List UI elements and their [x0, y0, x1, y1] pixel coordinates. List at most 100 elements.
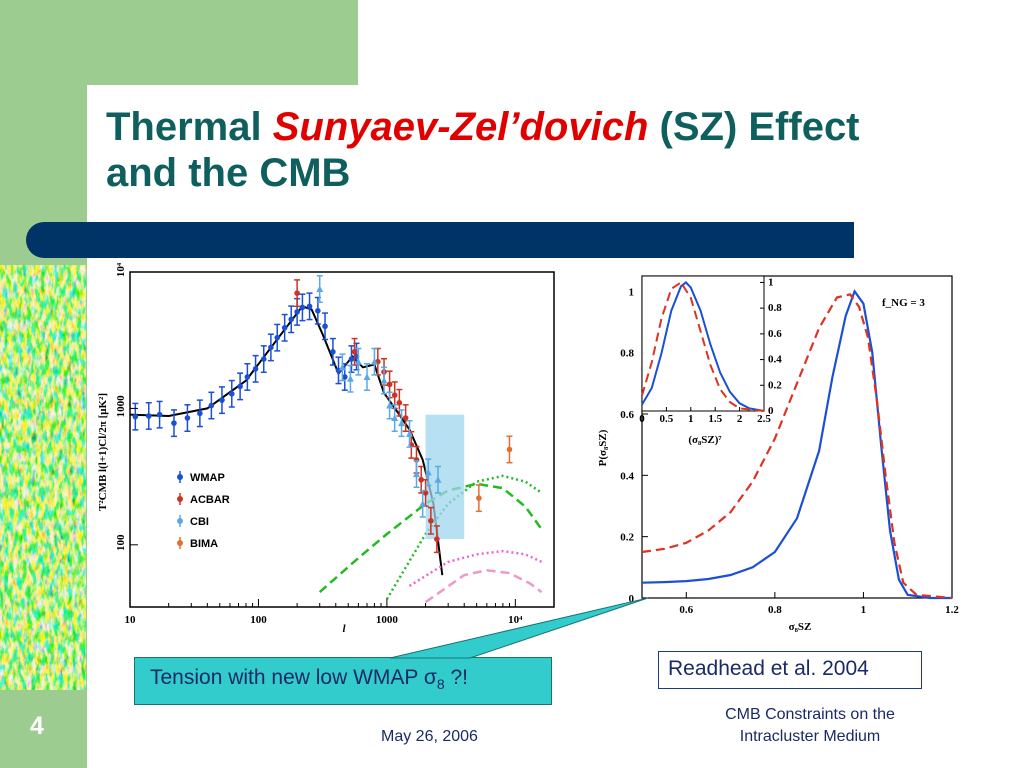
y-tick-label: 10⁴: [115, 262, 127, 277]
marker: [294, 290, 300, 296]
marker: [380, 377, 388, 384]
data-point-wmap: [252, 354, 259, 383]
model-curve-1: [318, 482, 543, 594]
distribution-curve-0: [641, 288, 952, 600]
data-point-wmap: [228, 379, 235, 408]
data-point-wmap: [218, 386, 225, 415]
data-point-bima: [506, 435, 513, 464]
data-point-cbi: [363, 363, 371, 391]
y-tick-label: 0.8: [620, 348, 634, 360]
marker: [145, 413, 152, 419]
marker: [422, 490, 429, 496]
marker: [171, 420, 177, 426]
marker: [386, 381, 393, 388]
marker: [434, 476, 442, 483]
inset-frame: [641, 275, 765, 412]
cmb-map-image: [0, 265, 86, 690]
data-point-wmap: [156, 400, 163, 429]
distribution-curve-1: [641, 293, 953, 600]
y-axis-label: T²CMB l(l+1)Cl/2π [μK²]: [97, 393, 109, 511]
inset-curve-0: [641, 281, 765, 412]
model-curve-4: [424, 569, 543, 604]
footer-date: May 26, 2006: [381, 728, 478, 745]
marker: [354, 358, 362, 365]
marker: [197, 410, 203, 417]
y-tick-label: 0.2: [620, 532, 634, 544]
title-emphasis: Sunyaev-Zel’dovich: [272, 105, 649, 149]
marker: [424, 468, 432, 476]
footer-title-line2: Intracluster Medium: [739, 728, 881, 745]
footer-title-line1: CMB Constraints on the: [725, 706, 895, 723]
marker: [281, 324, 288, 331]
data-point-cbi: [391, 404, 399, 433]
inset-x-tick-label: 1: [688, 413, 694, 425]
y-tick-label: 0.4: [620, 470, 634, 482]
marker: [274, 334, 281, 341]
marker: [260, 356, 267, 362]
tension-callout-box: [134, 657, 552, 705]
x-tick-label: 10: [125, 614, 137, 626]
data-point-cbi: [370, 347, 378, 376]
marker: [244, 374, 251, 380]
marker: [268, 344, 274, 351]
x-tick-label: 1000: [376, 614, 399, 626]
data-point-wmap: [196, 399, 203, 428]
marker: [315, 307, 321, 314]
data-point-cbi: [424, 458, 432, 487]
legend-marker: [177, 540, 183, 546]
x-tick-label: 0.6: [679, 604, 693, 616]
legend-label: ACBAR: [190, 494, 230, 506]
marker: [398, 419, 406, 427]
data-point-bima: [475, 484, 482, 513]
x-axis-label-right: σ₈SZ: [789, 621, 812, 633]
y-tick-label: 1: [629, 286, 635, 298]
inset-x-tick-label: 2: [737, 413, 743, 425]
marker: [208, 402, 215, 409]
plot-frame: [129, 271, 555, 608]
data-point-wmap: [299, 293, 306, 322]
data-point-wmap: [237, 372, 244, 401]
data-point-wmap: [348, 345, 355, 374]
data-point-cbi: [338, 353, 346, 382]
marker: [391, 392, 398, 398]
data-point-wmap: [208, 391, 215, 420]
x-axis-label: l: [342, 623, 346, 635]
marker: [252, 366, 259, 372]
y-tick-label: 100: [115, 534, 127, 551]
marker: [306, 303, 313, 310]
title-part2: (SZ) Effect: [648, 105, 860, 149]
data-point-wmap: [274, 323, 281, 352]
marker: [288, 316, 295, 323]
data-point-cbi: [419, 489, 427, 518]
x-tick-label: 0.8: [768, 604, 782, 616]
y-axis-label-right: P(σ₈SZ): [597, 429, 609, 466]
data-point-wmap: [267, 333, 274, 362]
tension-callout-text: Tension with new low WMAP σ8 ?!: [150, 666, 468, 692]
legend-label: BIMA: [190, 538, 218, 550]
marker: [406, 430, 414, 437]
data-point-cbi: [406, 419, 414, 448]
marker: [418, 476, 425, 483]
data-point-wmap: [322, 312, 329, 341]
y-tick-label: 0: [629, 593, 635, 605]
marker: [322, 323, 328, 330]
marker: [299, 304, 306, 311]
callout-prefix: Tension with new low WMAP: [150, 666, 424, 689]
data-point-acbar: [402, 404, 409, 433]
marker: [434, 536, 440, 542]
marker: [396, 399, 403, 406]
data-point-wmap: [132, 402, 139, 431]
marker: [363, 373, 371, 380]
data-point-cbi: [346, 364, 354, 393]
marker: [132, 413, 139, 420]
marker: [506, 446, 513, 453]
marker: [348, 356, 355, 362]
inset-curve-1: [641, 280, 765, 412]
marker: [370, 358, 378, 365]
inset-y-tick-label: 0.6: [768, 328, 782, 340]
legend-marker: [177, 496, 183, 502]
marker: [351, 349, 358, 355]
data-point-wmap: [170, 409, 177, 438]
top-decor-band: [0, 0, 358, 85]
marker: [316, 285, 324, 293]
